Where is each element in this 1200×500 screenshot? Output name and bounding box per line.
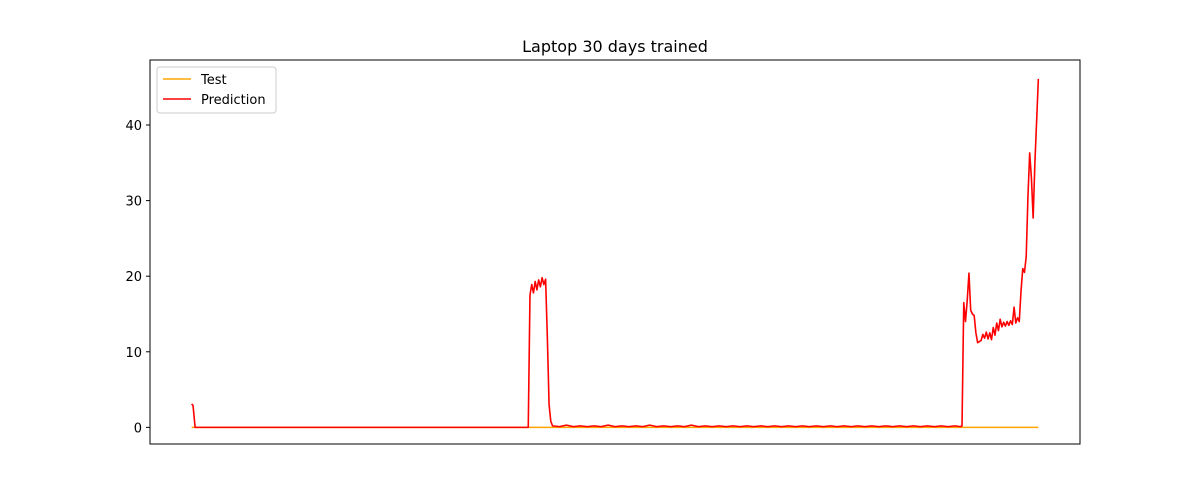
chart-title: Laptop 30 days trained xyxy=(522,37,708,56)
y-tick-label: 0 xyxy=(134,421,142,436)
legend-label-prediction: Prediction xyxy=(201,93,266,108)
plot-frame xyxy=(149,59,1081,445)
y-axis: 0 10 20 30 40 xyxy=(125,119,150,436)
y-tick-label: 40 xyxy=(125,119,142,134)
plot-area xyxy=(149,59,1081,445)
legend: Test Prediction xyxy=(156,66,277,114)
legend-label-test: Test xyxy=(200,73,227,88)
y-tick-label: 10 xyxy=(125,346,142,361)
series-layer xyxy=(191,78,1040,429)
y-tick-label: 30 xyxy=(125,195,142,210)
y-tick-label: 20 xyxy=(125,270,142,285)
series-line-prediction xyxy=(191,78,1040,429)
